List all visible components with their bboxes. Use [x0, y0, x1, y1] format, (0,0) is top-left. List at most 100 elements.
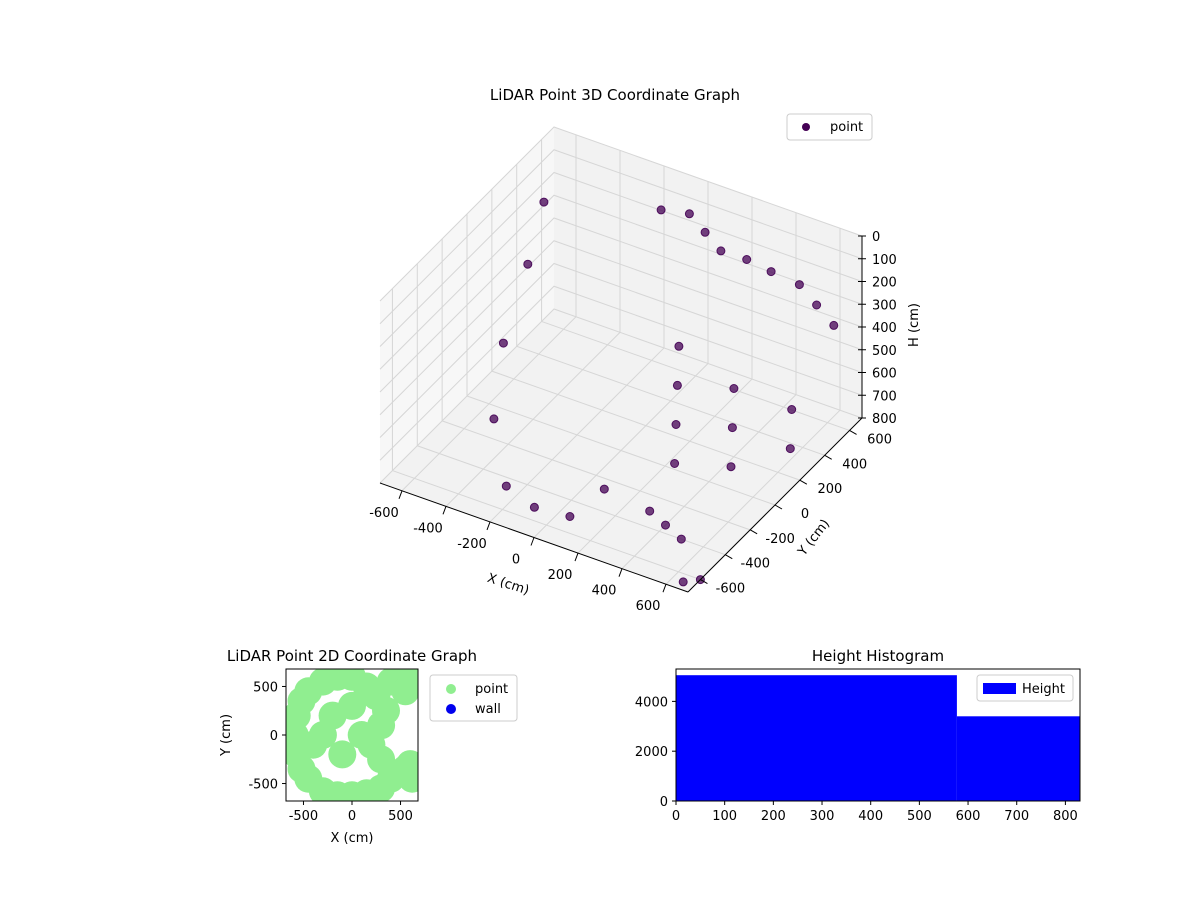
x-tick-label: 500	[388, 809, 413, 824]
point-3d	[672, 380, 682, 390]
point-3d	[661, 520, 670, 530]
chart-2d-legend-label-point: point	[475, 682, 508, 697]
h-tick-label: 500	[872, 344, 897, 359]
y-tick-mark	[824, 454, 832, 460]
y-tick-mark	[849, 429, 857, 435]
point-3d	[529, 502, 539, 512]
x-tick-mark	[486, 521, 491, 531]
x-tick-label: 200	[548, 568, 573, 583]
point-3d	[812, 300, 822, 310]
chart-3d-legend: point	[786, 113, 873, 141]
point-3d	[794, 280, 804, 290]
chart-3d-title: LiDAR Point 3D Coordinate Graph	[490, 86, 740, 104]
h-tick-label: 700	[872, 389, 897, 404]
chart-3d-legend-label-point: point	[830, 120, 863, 135]
histogram-bar	[676, 675, 957, 801]
x-tick-label: 400	[858, 809, 883, 824]
grid-line-z	[379, 262, 863, 438]
x-tick-label: -600	[369, 506, 399, 521]
x-tick-label: 0	[512, 553, 520, 568]
histogram-legend-label: Height	[1022, 682, 1065, 697]
grid-line-z	[379, 126, 863, 302]
point-2d	[391, 677, 418, 706]
chart-2d-plot-area	[286, 669, 418, 801]
point-3d	[523, 259, 533, 269]
chart-2d-legend: point wall	[429, 674, 518, 722]
histogram-bars	[676, 675, 1080, 801]
point-3d	[671, 420, 681, 429]
y-tick-label: 2000	[635, 745, 668, 760]
point-3d	[565, 512, 575, 521]
chart-3d-scatter: LiDAR Point 3D Coordinate Graph -600 -400…	[369, 86, 922, 614]
point-3d	[787, 405, 797, 414]
x-tick-label: 300	[810, 809, 835, 824]
grid-line-z	[379, 194, 863, 370]
chart-2d-legend-marker-point	[446, 684, 456, 694]
point-3d	[599, 484, 609, 494]
point-3d	[676, 534, 686, 544]
x-tick-label: 200	[761, 809, 786, 824]
x-tick-label: 0	[348, 809, 356, 824]
chart-2d-title: LiDAR Point 2D Coordinate Graph	[227, 647, 477, 665]
h-tick-label: 200	[872, 276, 897, 291]
y-tick-label: 4000	[635, 695, 668, 710]
x-tick-label: 700	[1004, 809, 1029, 824]
chart-3d-ylabel: Y (cm)	[795, 517, 833, 560]
x-tick-label: 0	[672, 809, 680, 824]
x-tick-label: -400	[413, 521, 443, 536]
y-tick-mark	[749, 529, 758, 535]
grid-line-z	[379, 308, 863, 484]
point-3d	[498, 338, 508, 348]
x-tick-mark	[662, 584, 667, 593]
chart-2d-legend-label-wall: wall	[475, 702, 501, 717]
grid-line-z	[379, 285, 863, 461]
point-2d	[299, 730, 328, 759]
x-tick-mark	[398, 490, 403, 499]
chart-3d-zlabel: H (cm)	[907, 303, 922, 347]
y-tick-label: 200	[817, 482, 842, 497]
x-tick-mark	[618, 568, 623, 577]
x-tick-label: 100	[712, 809, 737, 824]
x-tick-label: 600	[636, 599, 661, 614]
point-2d	[398, 764, 418, 793]
histogram-frame	[675, 668, 1081, 802]
grid-line-z	[379, 171, 863, 347]
y-tick-label: 600	[867, 432, 892, 447]
histogram-legend-swatch	[983, 683, 1016, 694]
point-3d	[539, 197, 549, 207]
y-tick-label: 0	[270, 729, 278, 744]
x-tick-mark	[442, 506, 447, 515]
histogram-bar	[956, 716, 1080, 801]
chart-height-histogram: Height Histogram 0 100 200 300 400 500 600 700 8…	[635, 647, 1081, 824]
histogram-title: Height Histogram	[812, 647, 944, 665]
point-3d	[727, 423, 737, 433]
chart-3d-axes: -600-400-2000200400600-600-400-200020040…	[369, 230, 897, 614]
y-tick-label: -400	[741, 557, 771, 572]
chart-2d-points	[286, 669, 418, 801]
x-tick-label: 500	[907, 809, 932, 824]
y-tick-label: -600	[716, 582, 746, 597]
point-3d	[829, 320, 839, 330]
point-3d	[489, 414, 499, 424]
point-3d	[716, 246, 726, 256]
chart-2d-ylabel: Y (cm)	[219, 714, 234, 757]
chart-2d-ticks: -500 0 500 -500 0 500	[248, 680, 412, 824]
chart-3d-legend-marker-point	[802, 123, 810, 131]
chart-2d-scatter: LiDAR Point 2D Coordinate Graph -500 0 500…	[219, 647, 518, 846]
x-tick-mark	[530, 537, 535, 546]
y-tick-mark	[700, 579, 708, 585]
h-tick-label: 300	[872, 298, 897, 313]
point-3d	[766, 267, 776, 277]
chart-3d-panes	[380, 127, 862, 592]
x-tick-label: 800	[1053, 809, 1078, 824]
point-3d	[674, 341, 684, 351]
grid-line-z	[379, 240, 863, 416]
x-tick-label: -500	[289, 809, 319, 824]
y-tick-label: 400	[842, 457, 867, 472]
grid-line-z	[379, 217, 863, 393]
histogram-legend: Height	[976, 674, 1074, 702]
point-3d	[678, 577, 688, 587]
point-3d	[726, 462, 736, 472]
h-tick-label: 100	[872, 253, 897, 268]
